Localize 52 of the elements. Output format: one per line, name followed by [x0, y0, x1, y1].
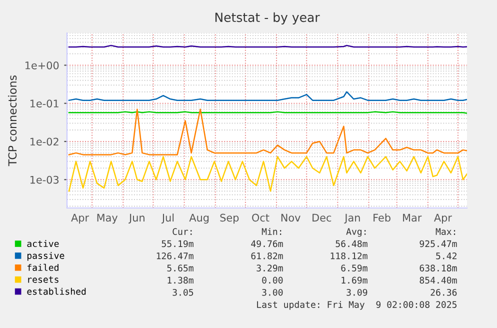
text: 1.38m [168, 276, 194, 284]
x-tick-label: Nov [281, 214, 300, 222]
text: Max: [436, 228, 456, 235]
text: 3.05 [172, 288, 194, 296]
text: 3.00 [262, 288, 283, 296]
y-tick-label: 1e-01 [30, 100, 58, 108]
x-tick-label: Apr [434, 214, 452, 224]
y-axis-title: TCP connections [8, 75, 17, 166]
text: 26.36 [430, 288, 457, 296]
x-tick-label: Sep [220, 214, 239, 224]
text: 56.48m [336, 240, 368, 248]
text: 1.69m [342, 276, 368, 284]
text: 925.47m [420, 240, 457, 248]
text: 5.42 [436, 252, 456, 260]
x-tick-label: Dec [312, 214, 332, 222]
text: Avg: [346, 228, 366, 237]
line-series [68, 156, 467, 192]
x-tick-label: Mar [403, 214, 422, 222]
text: 6.59m [341, 264, 368, 272]
text: 638.18m [420, 264, 457, 272]
line-series [68, 91, 467, 101]
x-tick-label: Jul [161, 214, 174, 224]
text: 118.12m [330, 252, 368, 260]
legend-label: passive [27, 252, 64, 261]
text: 61.82m [251, 252, 283, 260]
x-tick-label: Jan [344, 214, 360, 224]
y-tick-label: 1e-02 [30, 138, 58, 146]
legend-label: established [27, 288, 86, 295]
text: Min: [262, 228, 282, 235]
text: 3.09 [346, 288, 368, 296]
x-tick-label: Feb [374, 214, 390, 222]
text: 49.76m [251, 240, 283, 248]
line-series [68, 108, 467, 156]
text: 854.40m [420, 276, 457, 284]
y-tick-label: 1e-03 [30, 176, 59, 184]
x-tick-label: May [97, 214, 118, 224]
text: 0.00 [262, 276, 283, 284]
legend-label: failed [28, 264, 58, 271]
x-tick-label: Jun [128, 214, 144, 224]
text: Cur: [172, 228, 192, 235]
legend-label: active [27, 240, 59, 248]
text: 55.19m [162, 240, 194, 248]
text: Last update: Fri May 9 02:00:08 2025 [257, 300, 457, 310]
legend-label: resets [28, 276, 58, 283]
x-tick-label: Apr [71, 214, 90, 224]
text: 5.65m [167, 264, 194, 272]
text: 3.29m [256, 264, 283, 272]
x-tick-label: Aug [189, 214, 209, 224]
text: 126.47m [156, 252, 194, 260]
y-tick-label: 1e+00 [25, 61, 59, 70]
x-tick-label: Oct [252, 214, 270, 222]
chart-title: Netstat - by year [215, 12, 320, 24]
